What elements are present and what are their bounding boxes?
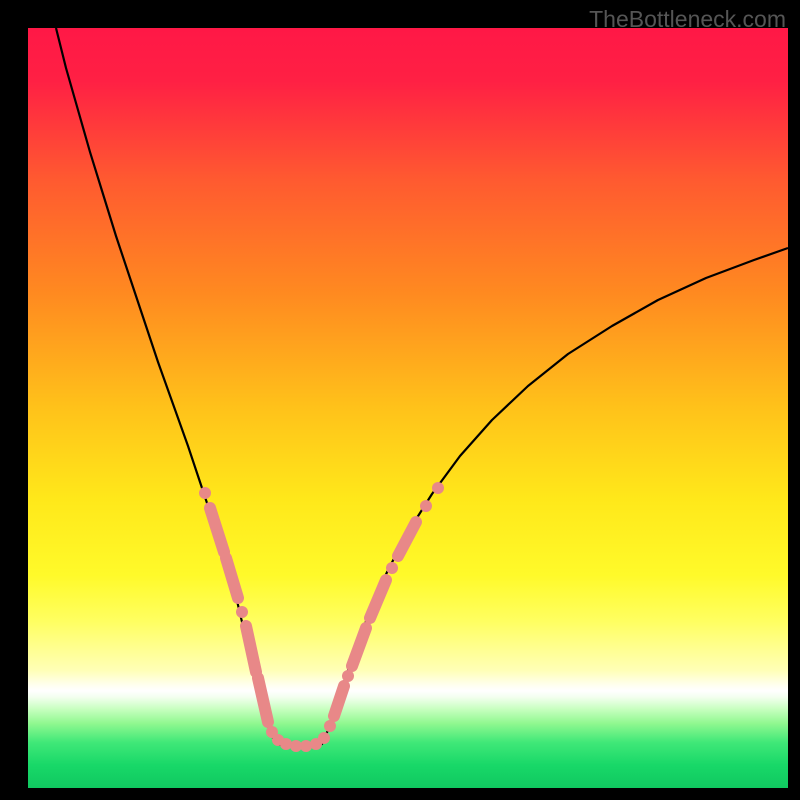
marker-dot [300,740,312,752]
v-curve [28,28,788,788]
marker-bar [370,580,386,618]
canvas: TheBottleneck.com [0,0,800,800]
marker-dot [318,732,330,744]
marker-bar [210,508,224,552]
marker-bar [226,558,238,598]
marker-dot [236,606,248,618]
plot-area [28,28,788,788]
marker-bar [352,628,366,666]
marker-dot [432,482,444,494]
pink-marker-layer [199,482,444,752]
marker-bar [334,686,344,716]
watermark-label: TheBottleneck.com [589,6,786,33]
marker-dot [280,738,292,750]
marker-bar [258,678,268,722]
marker-dot [386,562,398,574]
marker-dot [199,487,211,499]
marker-bar [246,626,256,672]
marker-dot [420,500,432,512]
marker-bar [398,522,416,556]
